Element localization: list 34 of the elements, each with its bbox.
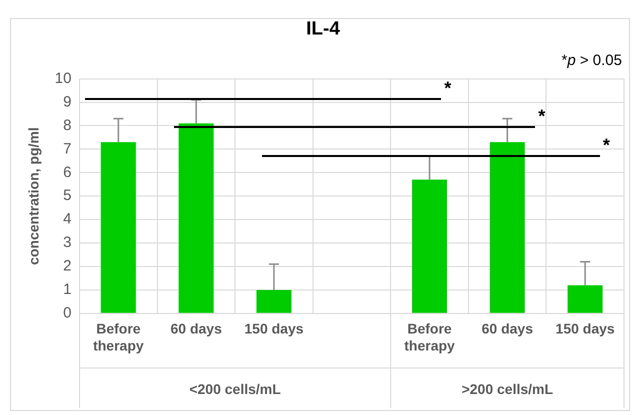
bar xyxy=(568,285,603,313)
x-tick-label: 60 days xyxy=(482,320,534,337)
y-tick-label: 1 xyxy=(63,281,72,298)
y-tick-label: 2 xyxy=(63,258,72,275)
text: <200 cells/mL xyxy=(189,380,282,397)
x-tick-label: 150 days xyxy=(244,320,304,337)
y-tick-label: 5 xyxy=(63,187,72,204)
y-tick-label: 8 xyxy=(63,116,72,134)
bar xyxy=(490,142,525,313)
bar xyxy=(100,142,136,313)
x-tick-label: 150 days xyxy=(556,320,615,337)
significance-bracket: * xyxy=(84,78,456,100)
x-tick-label: Before therapy xyxy=(404,320,456,354)
y-tick-label: 6 xyxy=(63,164,72,181)
bar xyxy=(256,290,292,313)
significance-bracket: * xyxy=(262,136,614,157)
y-tick-label: 0 xyxy=(63,304,72,322)
y-tick-label: 3 xyxy=(63,234,72,252)
x-tick-label: 60 days xyxy=(170,320,222,337)
y-tick-label: 9 xyxy=(63,93,72,110)
y-tick-label: 7 xyxy=(63,140,72,158)
y-tick-label: 10 xyxy=(54,70,72,87)
annotation: * xyxy=(538,106,546,126)
x-tick-label: Before therapy xyxy=(93,320,144,354)
annotation: * xyxy=(602,134,610,155)
y-axis-title: concentration, pg/ml xyxy=(25,127,42,265)
text: *p > 0.05 xyxy=(562,52,622,69)
significance-bracket: * xyxy=(174,107,550,128)
bar xyxy=(412,180,448,313)
annotation: * xyxy=(444,78,452,98)
chart-title: IL-4 xyxy=(306,18,340,40)
bar xyxy=(178,123,214,313)
text: >200 cells/mL xyxy=(462,380,554,397)
y-tick-label: 4 xyxy=(63,210,72,228)
